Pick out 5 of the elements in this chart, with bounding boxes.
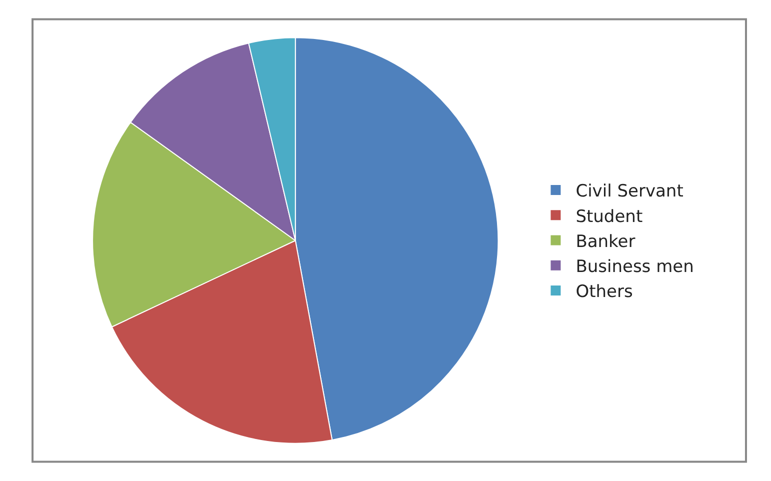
legend-label: Others <box>576 282 633 302</box>
legend-label: Banker <box>576 232 636 252</box>
legend-label: Civil Servant <box>576 182 684 202</box>
legend-label: Student <box>576 206 643 227</box>
legend-label: Business men <box>576 256 694 277</box>
